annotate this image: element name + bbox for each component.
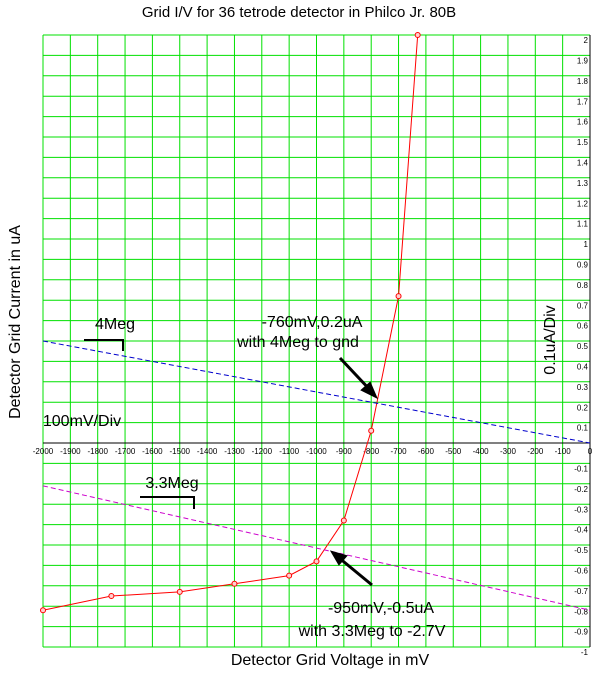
decorations [84,339,378,587]
x-tick-label: -500 [445,447,462,456]
x-tick-label: -1600 [142,447,163,456]
data-point [108,593,115,599]
y-tick-label: 2 [584,36,589,45]
y-tick-label: -0.6 [574,567,588,576]
series-line [42,340,591,444]
annotation: with 4Meg to gnd [236,334,359,351]
y-tick-label: 0.1 [577,424,589,433]
y-tick-label: 1.9 [577,57,589,66]
y-tick-label: -0.1 [574,465,588,474]
y-tick-label: 0.2 [577,403,589,412]
x-tick-label: -700 [391,447,408,456]
data-point [313,558,320,565]
annotation: -760mV,0.2uA [262,314,363,331]
y-tick-label: 1.2 [577,199,589,208]
x-tick-label: -1400 [197,447,218,456]
annotation: -950mV,-0.5uA [328,600,434,617]
plot-area: -2000 -1900 -1800 -1700 -1600 -1500 -1400 -1300… [33,32,593,657]
slope-bracket [140,496,195,509]
data-point [176,588,183,595]
arrow-head [329,550,348,566]
y-axis-label: Detector Grid Current in uA [7,225,24,419]
y-tick-label: -1 [581,648,589,657]
y-tick-label: 0.7 [577,301,589,310]
arrow-head [360,381,378,400]
x-tick-label: -1000 [306,447,327,456]
series-line [42,34,419,611]
data-point [286,572,293,579]
y-tick-label: -0.3 [574,505,588,514]
y-tick-label: 1.6 [577,118,589,127]
x-tick-label: -800 [363,447,380,456]
x-tick-label: -600 [418,447,435,456]
y-tick-label: -0.5 [574,546,588,555]
y-tick-label: 1.1 [577,220,589,229]
y-tick-label: 0.8 [577,281,589,290]
data-point [395,293,402,300]
chart-title: Grid I/V for 36 tetrode detector in Phil… [142,4,456,21]
y-tick-label: -0.2 [574,485,588,494]
x-tick-label: -1500 [170,447,191,456]
data-point [40,607,46,614]
y-tick-label: 1 [584,240,589,249]
x-tick-label: -900 [336,447,353,456]
annotation: with 3.3Meg to -2.7V [298,623,446,640]
x-tick-label: -2000 [33,447,54,456]
data-point [231,580,238,587]
y-tick-label: 1.3 [577,179,589,188]
y-tick-label: 0.4 [577,363,589,372]
annotation: 0.1uA/Div [542,305,559,374]
y-tick-label: 1.5 [577,138,589,147]
annotation: 3.3Meg [145,475,198,492]
x-tick-label: -1700 [115,447,136,456]
y-tick-label: -0.7 [574,587,588,596]
x-tick-label: -1800 [87,447,108,456]
x-tick-label: -200 [527,447,544,456]
annotation: 100mV/Div [43,413,121,430]
series-line [42,485,591,611]
x-tick-label: -1300 [224,447,245,456]
y-tick-label: 0.9 [577,261,589,270]
y-tick-label: 0.5 [577,342,589,351]
data-point [340,517,347,524]
y-tick-label: -0.8 [574,607,588,616]
arrow [337,555,373,587]
x-tick-label: -400 [473,447,490,456]
data-point [414,32,421,38]
x-tick-label: -1100 [279,447,299,456]
y-tick-label: 1.7 [577,97,589,106]
y-tick-label: 0.3 [577,383,589,392]
data-point [368,427,375,434]
x-axis-label: Detector Grid Voltage in mV [231,652,430,669]
slope-bracket [84,339,124,351]
y-tick-label: -0.9 [574,628,588,637]
y-tick-label: -0.4 [574,526,588,535]
x-tick-label: -100 [555,447,572,456]
y-tick-label: 1.8 [577,77,589,86]
y-tick-label: 1.4 [577,159,589,168]
x-tick-label: -1200 [252,447,273,456]
y-tick-label: 0.6 [577,322,589,331]
x-tick-label: -1900 [60,447,81,456]
annotation: 4Meg [95,316,135,333]
x-tick-label: -300 [500,447,517,456]
